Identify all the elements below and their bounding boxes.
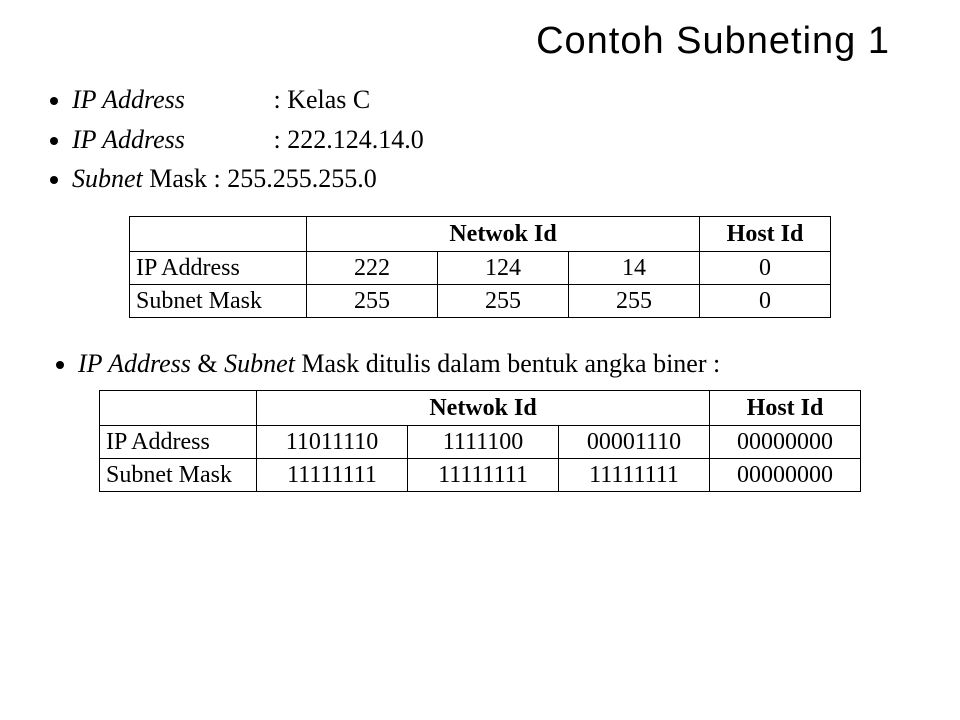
row-label: Subnet Mask — [130, 285, 307, 318]
header-host-id: Host Id — [700, 217, 831, 252]
cell: 11111111 — [559, 459, 710, 492]
cell: 0 — [700, 252, 831, 285]
cell: 1111100 — [408, 426, 559, 459]
header-empty — [130, 217, 307, 252]
cell: 222 — [307, 252, 438, 285]
mid-list: IP Address & Subnet Mask ditulis dalam b… — [56, 346, 920, 382]
row-label: Subnet Mask — [100, 459, 257, 492]
cell: 255 — [307, 285, 438, 318]
header-network-id: Netwok Id — [307, 217, 700, 252]
table-header-row: Netwok Id Host Id — [130, 217, 831, 252]
cell: 255 — [438, 285, 569, 318]
cell: 14 — [569, 252, 700, 285]
cell: 0 — [700, 285, 831, 318]
info-item-ip-class: IP Address : Kelas C — [72, 81, 920, 119]
cell: 00000000 — [710, 426, 861, 459]
label: Subnet Mask — [72, 164, 207, 193]
cell: 11111111 — [408, 459, 559, 492]
value: : 222.124.14.0 — [274, 121, 424, 159]
binary-table: Netwok Id Host Id IP Address 11011110 11… — [99, 390, 861, 492]
table-row: Subnet Mask 11111111 11111111 11111111 0… — [100, 459, 861, 492]
header-empty — [100, 391, 257, 426]
label: IP Address — [72, 121, 267, 159]
cell: 255 — [569, 285, 700, 318]
header-network-id: Netwok Id — [257, 391, 710, 426]
mid-text: IP Address & Subnet Mask ditulis dalam b… — [78, 346, 920, 382]
cell: 00001110 — [559, 426, 710, 459]
cell: 11011110 — [257, 426, 408, 459]
label: IP Address — [72, 81, 267, 119]
row-label: IP Address — [100, 426, 257, 459]
slide-title: Contoh Subneting 1 — [40, 20, 890, 63]
info-item-subnet-mask: Subnet Mask : 255.255.255.0 — [72, 160, 920, 198]
slide: Contoh Subneting 1 IP Address : Kelas C … — [0, 0, 960, 512]
decimal-table: Netwok Id Host Id IP Address 222 124 14 … — [129, 216, 831, 318]
table-header-row: Netwok Id Host Id — [100, 391, 861, 426]
row-label: IP Address — [130, 252, 307, 285]
value: : 255.255.255.0 — [214, 160, 377, 198]
cell: 00000000 — [710, 459, 861, 492]
value: : Kelas C — [274, 81, 371, 119]
header-host-id: Host Id — [710, 391, 861, 426]
info-item-ip-address: IP Address : 222.124.14.0 — [72, 121, 920, 159]
table-row: IP Address 11011110 1111100 00001110 000… — [100, 426, 861, 459]
info-list: IP Address : Kelas C IP Address : 222.12… — [50, 81, 920, 198]
cell: 124 — [438, 252, 569, 285]
table-row: IP Address 222 124 14 0 — [130, 252, 831, 285]
cell: 11111111 — [257, 459, 408, 492]
table-row: Subnet Mask 255 255 255 0 — [130, 285, 831, 318]
